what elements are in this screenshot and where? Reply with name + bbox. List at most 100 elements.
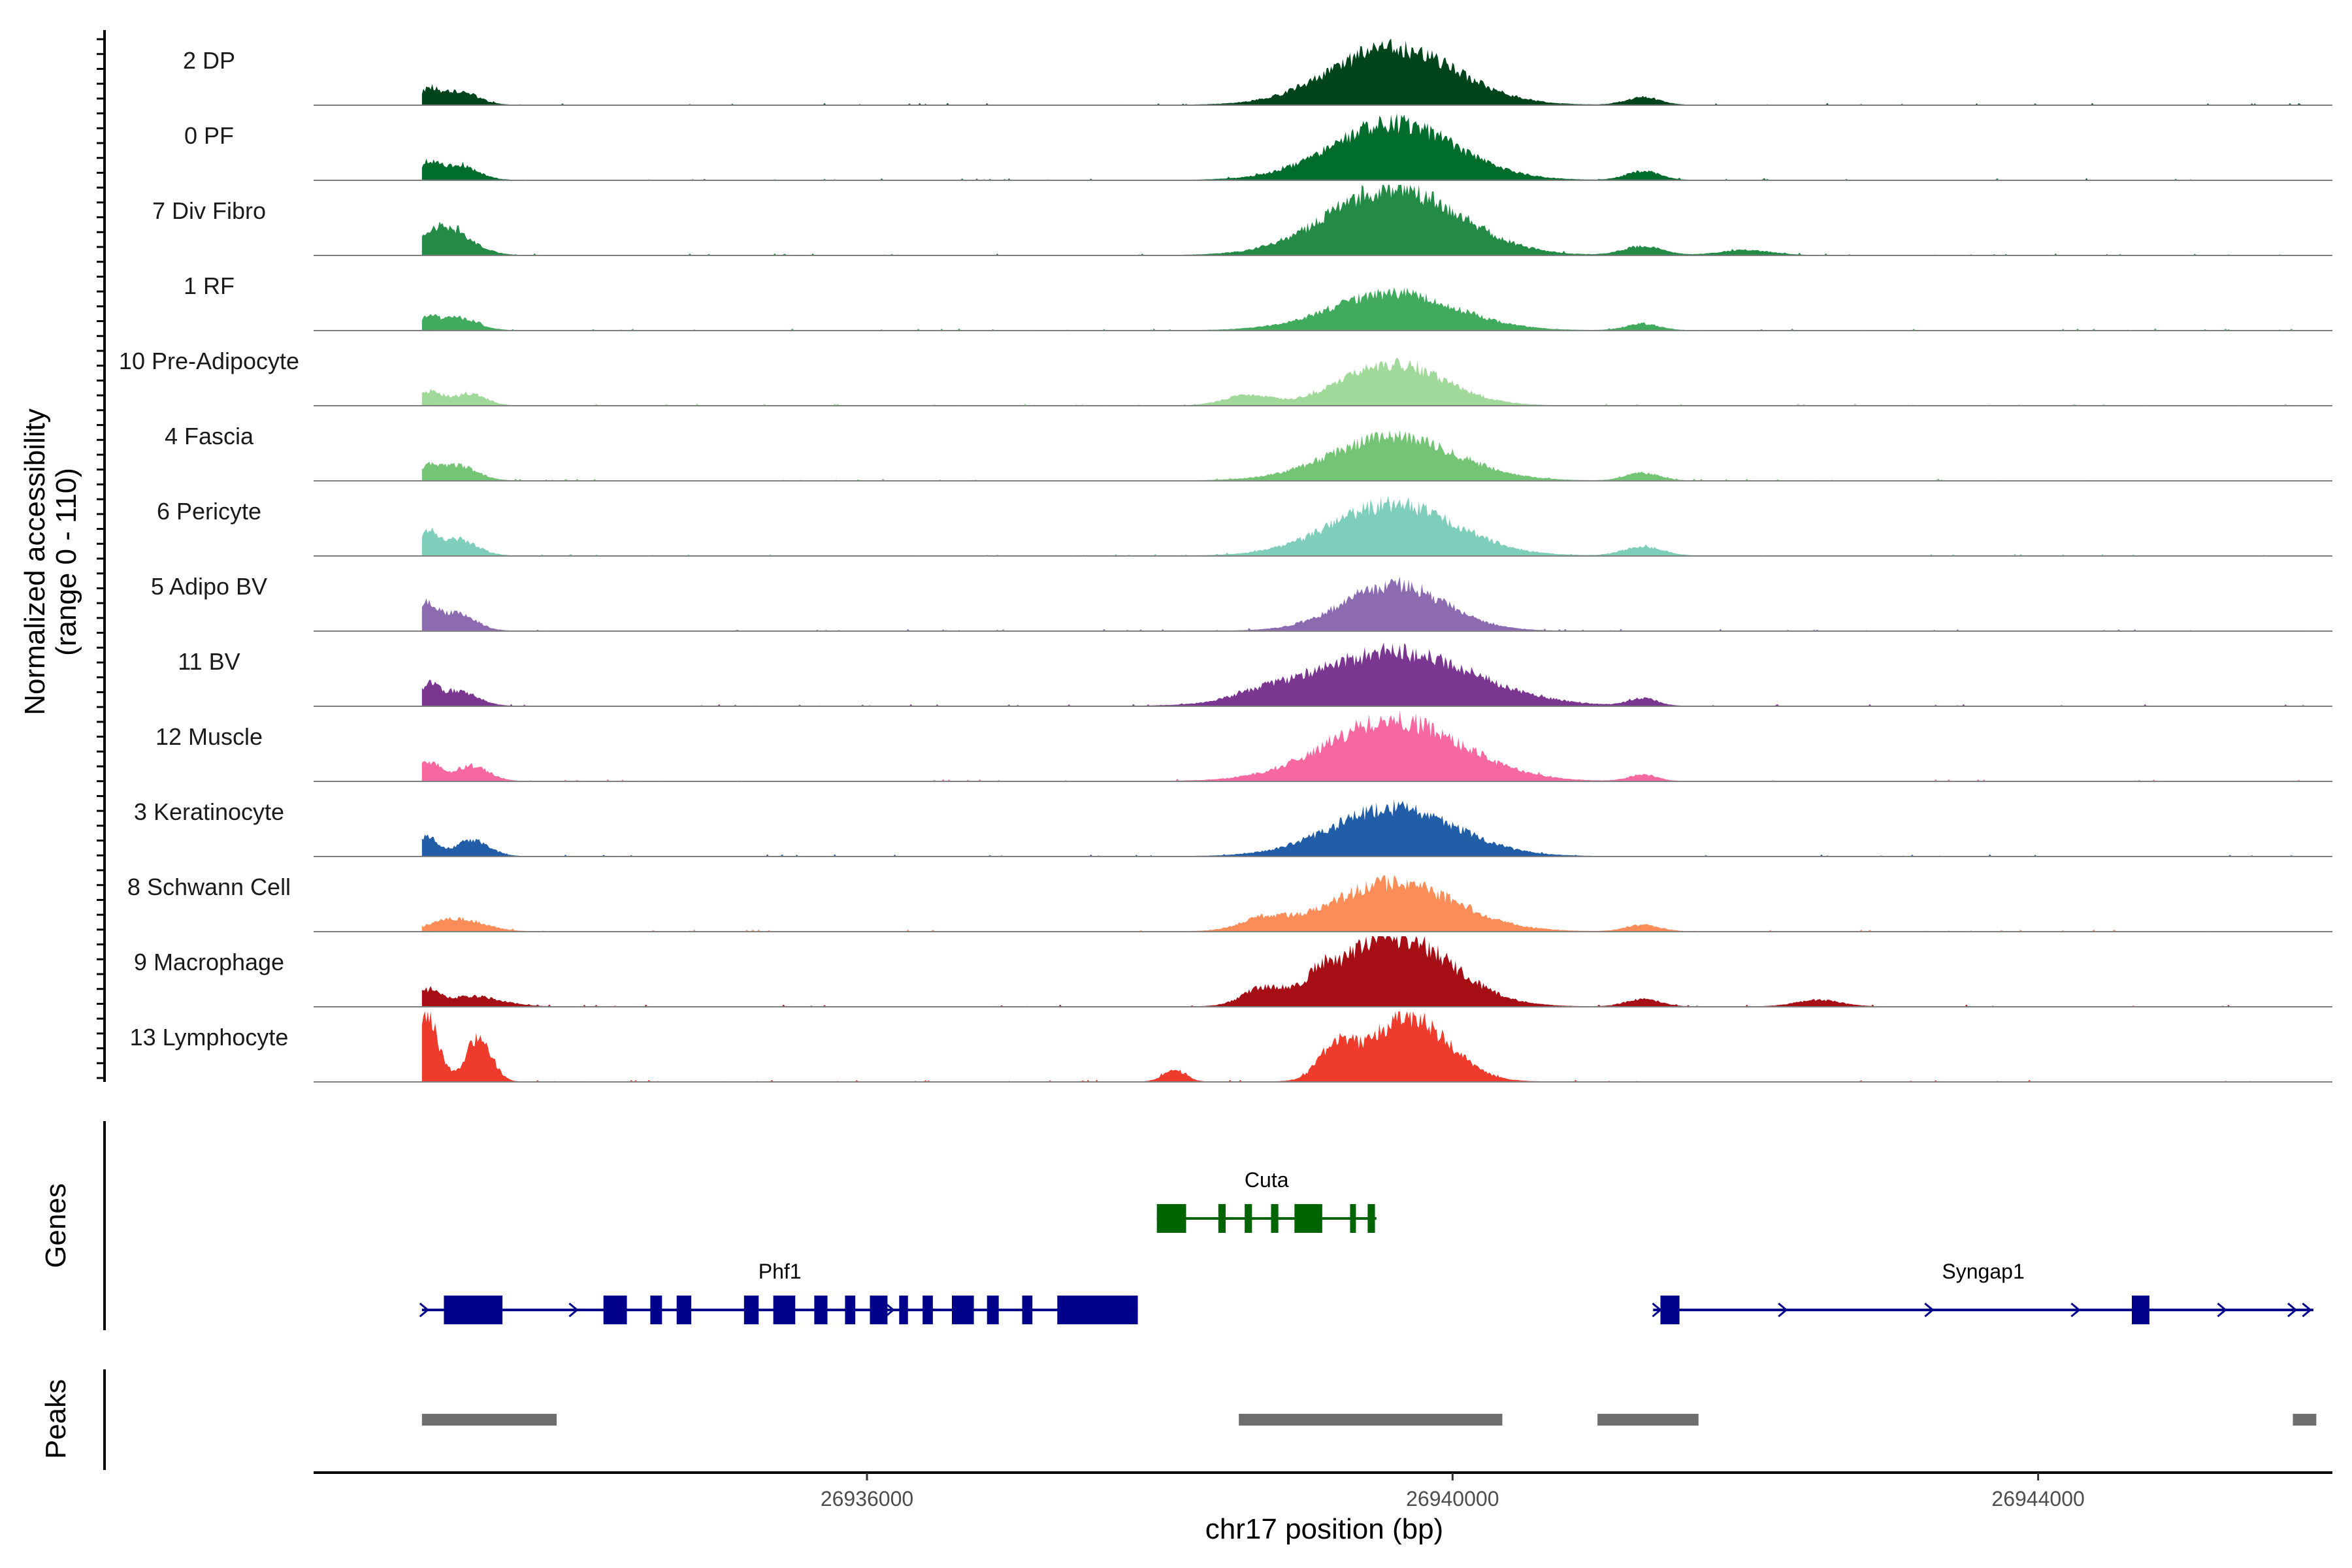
- exon: [870, 1296, 888, 1324]
- exon: [1367, 1204, 1375, 1233]
- track-0-pf: 0 PF: [184, 113, 2332, 181]
- track-9-macrophage: 9 Macrophage: [134, 936, 2332, 1007]
- gene-cuta: Cuta: [1156, 1168, 1377, 1233]
- track-7-div-fibro: 7 Div Fibro: [152, 185, 2332, 256]
- track-12-muscle: 12 Muscle: [155, 711, 2332, 782]
- coverage-area: [421, 39, 2317, 105]
- coverage-area: [421, 711, 2317, 781]
- gene-label: Phf1: [759, 1260, 802, 1283]
- track-label: 4 Fascia: [165, 423, 254, 449]
- exon: [743, 1296, 759, 1324]
- track-label: 13 Lymphocyte: [130, 1024, 289, 1051]
- exon: [1271, 1204, 1279, 1233]
- track-2-dp: 2 DP: [183, 39, 2332, 106]
- x-tick-label: 26936000: [821, 1487, 913, 1511]
- track-label: 11 BV: [178, 648, 240, 675]
- coverage-area: [421, 287, 2317, 331]
- svg-text:Normalized accessibility(range: Normalized accessibility(range 0 - 110): [19, 408, 82, 715]
- strand-arrow: [1924, 1302, 1935, 1318]
- exon: [1294, 1204, 1322, 1233]
- coverage-area: [421, 936, 2317, 1007]
- track-label: 8 Schwann Cell: [127, 874, 291, 900]
- strand-arrow: [2302, 1302, 2312, 1318]
- exon: [773, 1296, 796, 1324]
- strand-arrow: [1778, 1302, 1788, 1318]
- coverage-area: [421, 357, 2317, 406]
- coverage-area: [421, 185, 2317, 255]
- gene-track: Cuta Phf1 Syngap1: [419, 1168, 2313, 1324]
- track-13-lymphocyte: 13 Lymphocyte: [130, 1011, 2332, 1083]
- x-axis-title: chr17 position (bp): [1205, 1513, 1443, 1545]
- gene-phf1: Phf1: [419, 1260, 1138, 1324]
- x-tick-label: 26944000: [1991, 1487, 2084, 1511]
- strand-arrow: [885, 1302, 895, 1318]
- genes-track-title: Genes: [40, 1183, 72, 1268]
- track-4-fascia: 4 Fascia: [165, 423, 2332, 482]
- exon: [951, 1296, 974, 1324]
- track-6-pericyte: 6 Pericyte: [157, 495, 2332, 557]
- track-label: 1 RF: [184, 272, 235, 299]
- peaks-track-title: Peaks: [40, 1379, 72, 1459]
- peak-bar: [421, 1414, 557, 1426]
- coverage-area: [421, 1011, 2317, 1082]
- track-label: 3 Keratinocyte: [134, 798, 284, 825]
- exon: [1660, 1296, 1680, 1324]
- gene-label: Syngap1: [1942, 1260, 2024, 1283]
- exon: [2132, 1296, 2149, 1324]
- track-3-keratinocyte: 3 Keratinocyte: [134, 798, 2332, 857]
- exon: [987, 1296, 999, 1324]
- coverage-area: [421, 113, 2317, 180]
- exon: [676, 1296, 692, 1324]
- coverage-area: [421, 799, 2317, 857]
- gene-syngap1: Syngap1: [1652, 1260, 2313, 1324]
- track-label: 2 DP: [183, 47, 235, 74]
- y-axis-ticks: [97, 38, 105, 1079]
- strand-arrow: [2070, 1302, 2081, 1318]
- peak-bar: [2293, 1414, 2317, 1426]
- y-axis-title-line: Normalized accessibility: [19, 408, 51, 715]
- track-label: 12 Muscle: [155, 723, 263, 750]
- track-11-bv: 11 BV: [178, 642, 2332, 707]
- x-axis-ticks: 26936000 26940000 26944000: [821, 1473, 2085, 1511]
- coverage-area: [421, 875, 2317, 932]
- exon: [1218, 1204, 1226, 1233]
- exon: [1057, 1296, 1138, 1324]
- exon: [1350, 1204, 1356, 1233]
- strand-arrow: [2287, 1302, 2298, 1318]
- coverage-area: [421, 495, 2317, 556]
- track-8-schwann-cell: 8 Schwann Cell: [127, 874, 2332, 932]
- exon: [899, 1296, 908, 1324]
- exon: [923, 1296, 933, 1324]
- coverage-area: [421, 576, 2317, 631]
- strand-arrow: [2217, 1302, 2227, 1318]
- exon: [603, 1296, 627, 1324]
- strand-arrow: [568, 1302, 579, 1318]
- peak-bar: [1239, 1414, 1503, 1426]
- x-tick-label: 26940000: [1406, 1487, 1499, 1511]
- track-label: 7 Div Fibro: [152, 197, 266, 224]
- track-label: 5 Adipo BV: [151, 573, 267, 600]
- exon: [444, 1296, 503, 1324]
- exon: [814, 1296, 828, 1324]
- track-1-rf: 1 RF: [184, 272, 2332, 331]
- y-axis-title: Normalized accessibility(range 0 - 110): [19, 408, 82, 715]
- track-10-pre-adipocyte: 10 Pre-Adipocyte: [119, 348, 2332, 406]
- coverage-area: [421, 642, 2317, 706]
- track-label: 10 Pre-Adipocyte: [119, 348, 299, 374]
- exon: [1245, 1204, 1252, 1233]
- strand-arrow: [419, 1302, 430, 1318]
- peak-track: [421, 1414, 2317, 1426]
- track-label: 9 Macrophage: [134, 949, 284, 975]
- track-label: 6 Pericyte: [157, 498, 261, 525]
- coverage-area: [421, 430, 2317, 481]
- exon: [845, 1296, 856, 1324]
- peak-bar: [1597, 1414, 1699, 1426]
- gene-label: Cuta: [1245, 1168, 1289, 1192]
- exon: [650, 1296, 662, 1324]
- track-5-adipo-bv: 5 Adipo BV: [151, 573, 2332, 632]
- coverage-tracks: 2 DP 0 PF 7 Div Fibro 1 RF 10 Pre-Adipocyte 4…: [119, 39, 2332, 1083]
- exon: [1156, 1204, 1186, 1233]
- exon: [1022, 1296, 1033, 1324]
- track-label: 0 PF: [184, 122, 234, 149]
